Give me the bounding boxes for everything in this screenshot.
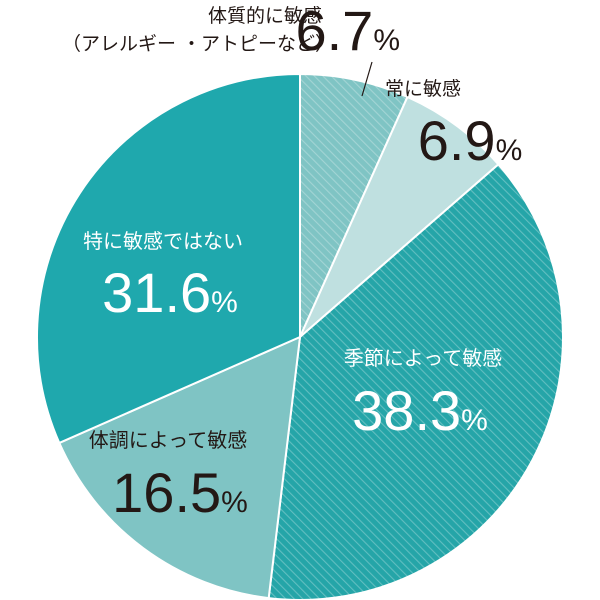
pie-slices — [36, 72, 565, 600]
slice-value-text: 16.5% — [112, 461, 248, 524]
slice-label-text: 季節によって敏感 — [344, 346, 502, 370]
leader-line — [361, 61, 373, 97]
slice-label-always: 常に敏感 6.9% — [385, 78, 522, 172]
slice-label-text: 常に敏感 — [385, 78, 461, 100]
pie-slice-hatch-physical — [300, 74, 408, 337]
slice-label-not: 特に敏感ではない 31.6% — [83, 229, 243, 324]
pie-slice-not — [36, 72, 301, 445]
slice-label-text: 特に敏感ではない — [83, 229, 243, 253]
slice-label-health: 体調によって敏感 16.5% — [89, 428, 248, 524]
slice-label-physical: 体質的に敏感 （アレルギー ・アトピーなど）6.7% — [62, 0, 400, 97]
slice-value-text: 6.9% — [418, 109, 523, 172]
pie-slice-hatch-seasonal — [268, 164, 564, 600]
pie-slice-health — [57, 335, 302, 600]
slice-label-text: 体質的に敏感 — [208, 5, 322, 27]
slice-value-text: 6.7% — [295, 0, 400, 62]
slice-sublabel-text: （アレルギー ・アトピーなど） — [62, 33, 334, 55]
pie-slice-always — [299, 95, 500, 338]
slice-label-text: 体調によって敏感 — [89, 428, 247, 452]
pie-labels: 体質的に敏感 （アレルギー ・アトピーなど）6.7% 常に敏感 6.9% 季節によって敏… — [62, 0, 522, 524]
slice-label-seasonal: 季節によって敏感 38.3% — [344, 346, 502, 442]
slice-value-text: 31.6% — [102, 261, 238, 324]
slice-value-text: 38.3% — [352, 379, 488, 442]
